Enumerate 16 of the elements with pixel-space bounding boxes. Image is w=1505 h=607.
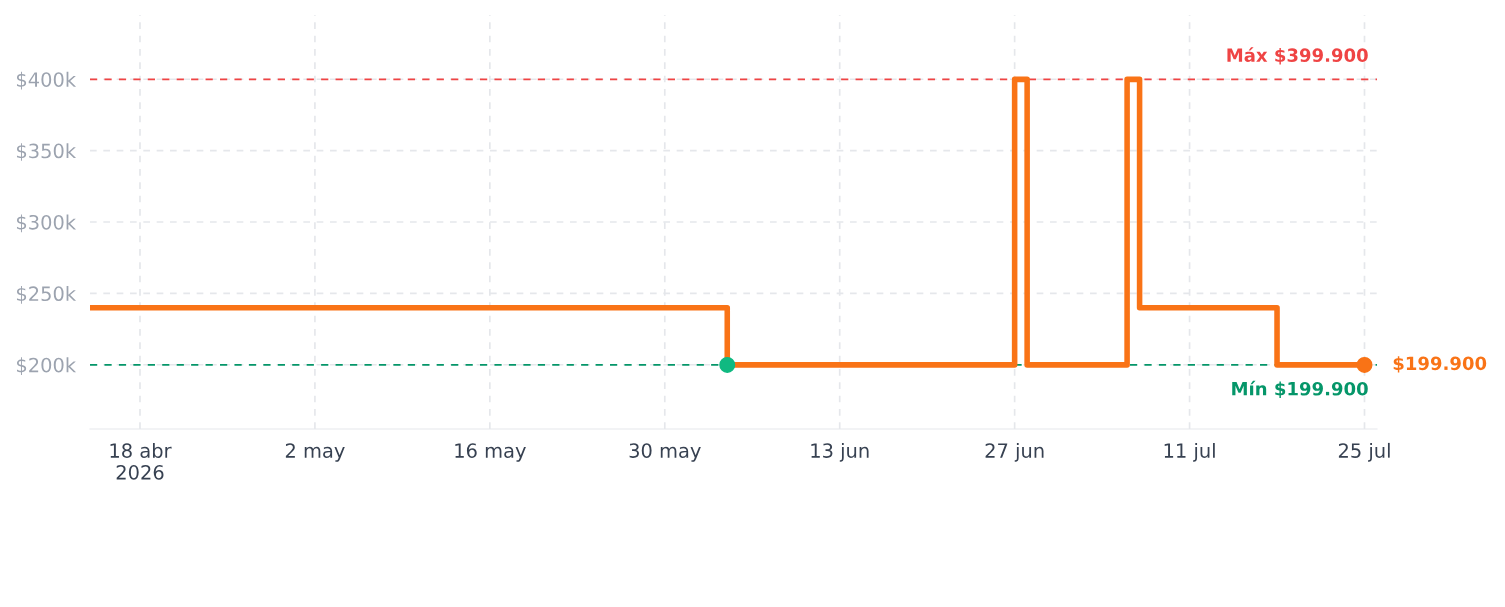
ref-line-label: Mín $199.900: [1232, 380, 1368, 398]
x-tick-label: 25 jul: [1338, 442, 1390, 462]
y-tick-label: $250k: [16, 285, 77, 304]
x-tick-label: 27 jun: [985, 442, 1044, 462]
x-tick-label: 11 jul: [1164, 442, 1215, 462]
x-tick-label: 2 may: [285, 443, 345, 462]
annotation: $199.900: [1393, 356, 1487, 373]
y-tick-label: $350k: [16, 143, 77, 161]
x-tick-label: 16 may: [455, 443, 526, 462]
x-tick-label: 18 abr 2026: [110, 442, 172, 480]
y-tick-label: $200k: [16, 357, 77, 375]
x-tick-label: 13 jun: [811, 442, 869, 462]
x-tick-label: 30 may: [629, 443, 701, 462]
y-tick-label: $300k: [16, 214, 77, 233]
ref-line-label: Máx $399.900: [1227, 47, 1368, 65]
y-tick-label: $400k: [16, 71, 77, 90]
